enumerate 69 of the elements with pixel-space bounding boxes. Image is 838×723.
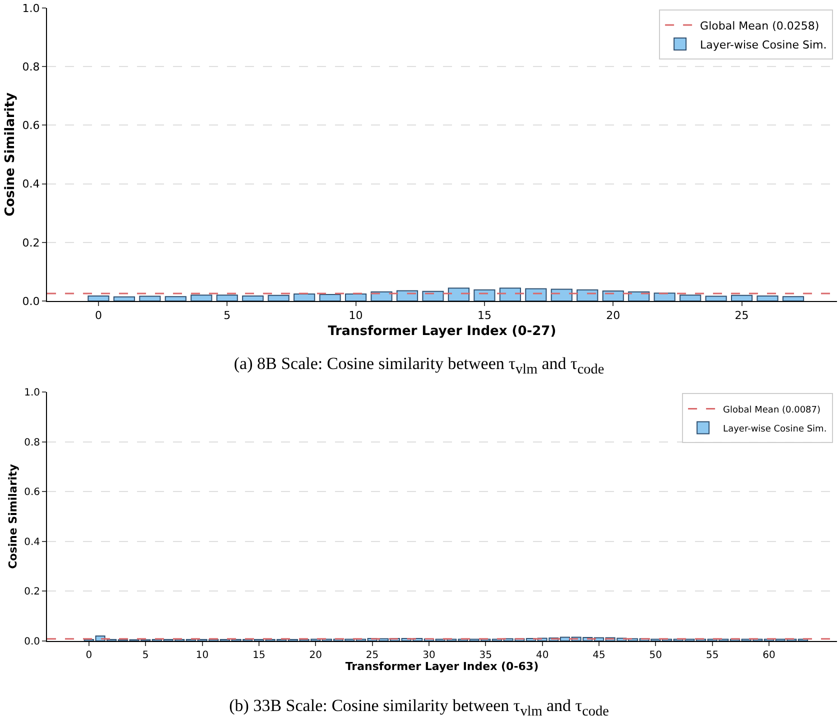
- bar: [268, 294, 290, 301]
- x-tick-label: 25: [734, 309, 749, 322]
- x-tick-label: 60: [762, 650, 776, 661]
- x-tick-label: 20: [309, 650, 322, 661]
- x-tick-label: 10: [196, 650, 209, 661]
- x-axis-title: Transformer Layer Index (0-27): [328, 324, 556, 339]
- y-tick-label: 0.6: [22, 119, 40, 132]
- bar: [370, 291, 392, 301]
- bar: [345, 293, 367, 301]
- x-axis-title: Transformer Layer Index (0-63): [345, 660, 539, 673]
- x-tick-label: 0: [94, 309, 102, 322]
- bar: [550, 288, 572, 301]
- y-tick-label: 0.6: [24, 487, 40, 498]
- bar: [782, 296, 804, 301]
- y-tick-label: 0.4: [22, 178, 40, 191]
- x-tick-label: 30: [422, 650, 436, 661]
- bar: [448, 288, 470, 301]
- bar: [628, 291, 650, 301]
- x-tick-label: 5: [142, 650, 149, 661]
- legend-label: Layer-wise Cosine Sim.: [723, 424, 827, 434]
- x-tick-label: 45: [592, 650, 606, 661]
- x-tick-label: 10: [348, 309, 363, 322]
- bar: [705, 296, 727, 301]
- bar: [113, 296, 135, 301]
- bar: [139, 296, 161, 301]
- y-tick-label: 0.0: [22, 294, 40, 308]
- y-tick-label: 1.0: [22, 2, 40, 15]
- y-tick-label: 1.0: [24, 388, 40, 398]
- y-tick-label: 0.2: [24, 586, 40, 598]
- bar: [319, 294, 341, 301]
- x-tick-label: 50: [649, 650, 662, 661]
- bar: [654, 292, 676, 301]
- legend-label: Global Mean (0.0258): [700, 19, 820, 32]
- bar: [216, 294, 238, 301]
- y-tick-label: 0.4: [24, 536, 40, 548]
- y-axis-title: Cosine Similarity: [3, 92, 18, 216]
- text: (b) 33B Scale: Cosine similarity between τ$_{vlm}$ and τ$_{code}$: [228, 695, 610, 722]
- x-tick-label: 15: [252, 650, 266, 661]
- bar: [190, 294, 212, 301]
- bar: [680, 294, 702, 301]
- text: (a) 8B Scale: Cosine similarity between τ$_{vlm}$ and τ$_{code}$: [232, 353, 606, 378]
- x-tick-label: 5: [224, 309, 231, 322]
- bar: [525, 288, 547, 301]
- bar: [731, 294, 753, 301]
- y-tick-label: 0.8: [24, 437, 40, 448]
- y-tick-label: 0.0: [24, 636, 40, 648]
- bar: [756, 296, 778, 301]
- bar: [602, 290, 624, 301]
- bar: [474, 289, 496, 301]
- bar: [422, 290, 444, 301]
- bar: [294, 293, 316, 301]
- x-tick-label: 25: [366, 650, 379, 661]
- legend-label: Layer-wise Cosine Sim.: [700, 38, 827, 52]
- y-axis-title: Cosine Similarity: [6, 464, 20, 569]
- x-tick-label: 55: [706, 650, 719, 661]
- bar: [164, 296, 186, 301]
- bar: [576, 289, 598, 301]
- x-tick-label: 20: [606, 309, 620, 322]
- x-tick-label: 35: [479, 650, 492, 661]
- x-tick-label: 15: [477, 309, 492, 322]
- legend-label: Global Mean (0.0087): [723, 405, 821, 416]
- y-tick-label: 0.2: [22, 236, 40, 250]
- bar: [242, 296, 264, 301]
- bar: [88, 296, 110, 301]
- bar: [499, 288, 521, 301]
- y-tick-label: 0.8: [22, 60, 40, 74]
- x-tick-label: 0: [86, 650, 92, 661]
- bar: [396, 290, 418, 301]
- x-tick-label: 40: [536, 650, 549, 661]
